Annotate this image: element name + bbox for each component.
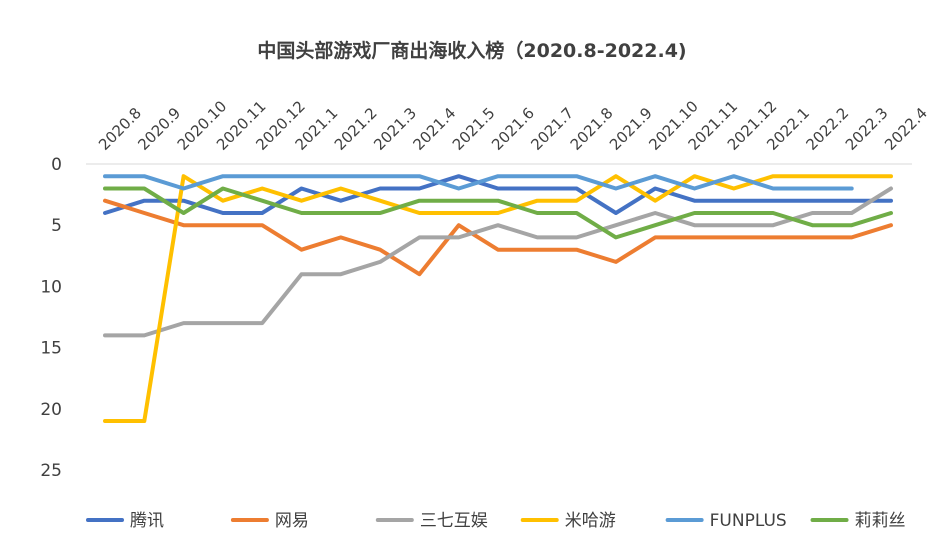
series-line <box>103 174 893 215</box>
y-tick-label: 15 <box>40 339 62 359</box>
legend-item: 莉莉丝 <box>810 511 906 531</box>
legend-label: 米哈游 <box>565 511 616 531</box>
legend-label: 三七互娱 <box>420 511 488 531</box>
x-tick-label: 2022.3 <box>842 104 892 154</box>
legend-label: 网易 <box>275 511 309 531</box>
x-tick-label: 2022.2 <box>803 104 853 154</box>
legend-item: 三七互娱 <box>375 511 488 531</box>
series-line <box>103 186 893 338</box>
legend-item: 米哈游 <box>520 511 616 531</box>
y-tick-label: 0 <box>51 155 62 175</box>
legend-item: 网易 <box>230 511 309 531</box>
series-line <box>103 174 854 191</box>
x-tick-label: 2020.8 <box>95 104 145 154</box>
series-line <box>103 186 893 240</box>
y-tick-label: 5 <box>51 216 62 236</box>
x-tick-label: 2022.4 <box>881 104 931 154</box>
legend: 腾讯 网易 三七互娱 米哈游 FUNPLUS 莉莉丝 <box>86 511 906 531</box>
legend-label: 莉莉丝 <box>855 511 906 531</box>
series-line <box>103 198 893 277</box>
x-tick-label: 2021.2 <box>331 104 381 154</box>
series-line <box>103 174 893 423</box>
x-tick-label: 2021.6 <box>488 104 538 154</box>
series-lines <box>103 174 893 423</box>
legend-item: 腾讯 <box>86 511 164 531</box>
legend-item: FUNPLUS <box>665 511 787 531</box>
chart-title: 中国头部游戏厂商出海收入榜（2020.8-2022.4) <box>257 39 686 62</box>
x-tick-label: 2020.9 <box>134 104 184 154</box>
x-tick-label: 2021.7 <box>527 104 577 154</box>
y-tick-label: 10 <box>40 277 62 297</box>
legend-label: 腾讯 <box>130 511 164 531</box>
y-tick-label: 25 <box>40 461 62 481</box>
legend-label: FUNPLUS <box>710 511 787 531</box>
x-axis-ticks: 2020.82020.92020.102020.112020.122021.12… <box>95 97 931 154</box>
x-tick-label: 2021.5 <box>449 104 499 154</box>
x-tick-label: 2021.4 <box>410 104 460 154</box>
x-tick-label: 2021.9 <box>606 104 656 154</box>
x-tick-label: 2021.3 <box>370 104 420 154</box>
y-tick-label: 20 <box>40 400 62 420</box>
x-tick-label: 2021.8 <box>567 104 617 154</box>
y-axis-ticks: 0 5 10 15 20 25 <box>40 155 62 481</box>
